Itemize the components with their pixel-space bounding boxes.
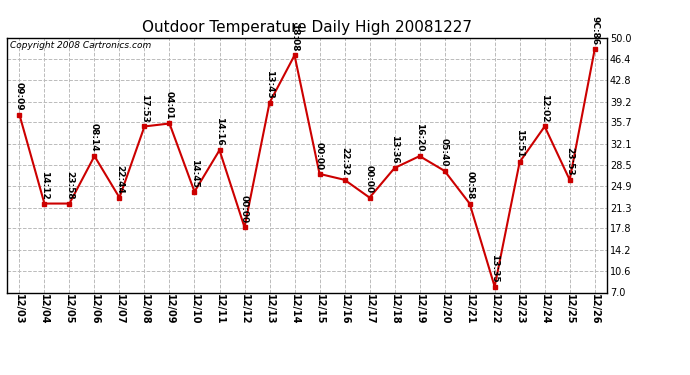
Text: 23:58: 23:58 [65,171,74,200]
Text: 17:53: 17:53 [140,93,149,122]
Text: Copyright 2008 Cartronics.com: Copyright 2008 Cartronics.com [10,41,151,50]
Text: 14:12: 14:12 [40,171,49,200]
Text: 04:01: 04:01 [165,91,174,119]
Text: 16:20: 16:20 [415,123,424,152]
Text: 00:00: 00:00 [315,142,324,170]
Text: 18:08: 18:08 [290,22,299,51]
Text: 22:32: 22:32 [340,147,349,176]
Text: 13:35: 13:35 [490,254,499,282]
Text: 00:58: 00:58 [465,171,474,200]
Text: 23:53: 23:53 [565,147,574,176]
Text: 00:00: 00:00 [240,195,249,223]
Text: 13:36: 13:36 [390,135,399,164]
Text: 00:00: 00:00 [365,165,374,194]
Text: 15:51: 15:51 [515,129,524,158]
Text: 14:45: 14:45 [190,159,199,188]
Text: 12:02: 12:02 [540,94,549,122]
Text: 13:43: 13:43 [265,70,274,99]
Text: 22:44: 22:44 [115,165,124,194]
Title: Outdoor Temperature Daily High 20081227: Outdoor Temperature Daily High 20081227 [142,20,472,35]
Text: 14:16: 14:16 [215,117,224,146]
Text: 08:14: 08:14 [90,123,99,152]
Text: 09:09: 09:09 [15,82,24,110]
Text: 9C:86: 9C:86 [590,16,599,45]
Text: 05:40: 05:40 [440,138,449,167]
